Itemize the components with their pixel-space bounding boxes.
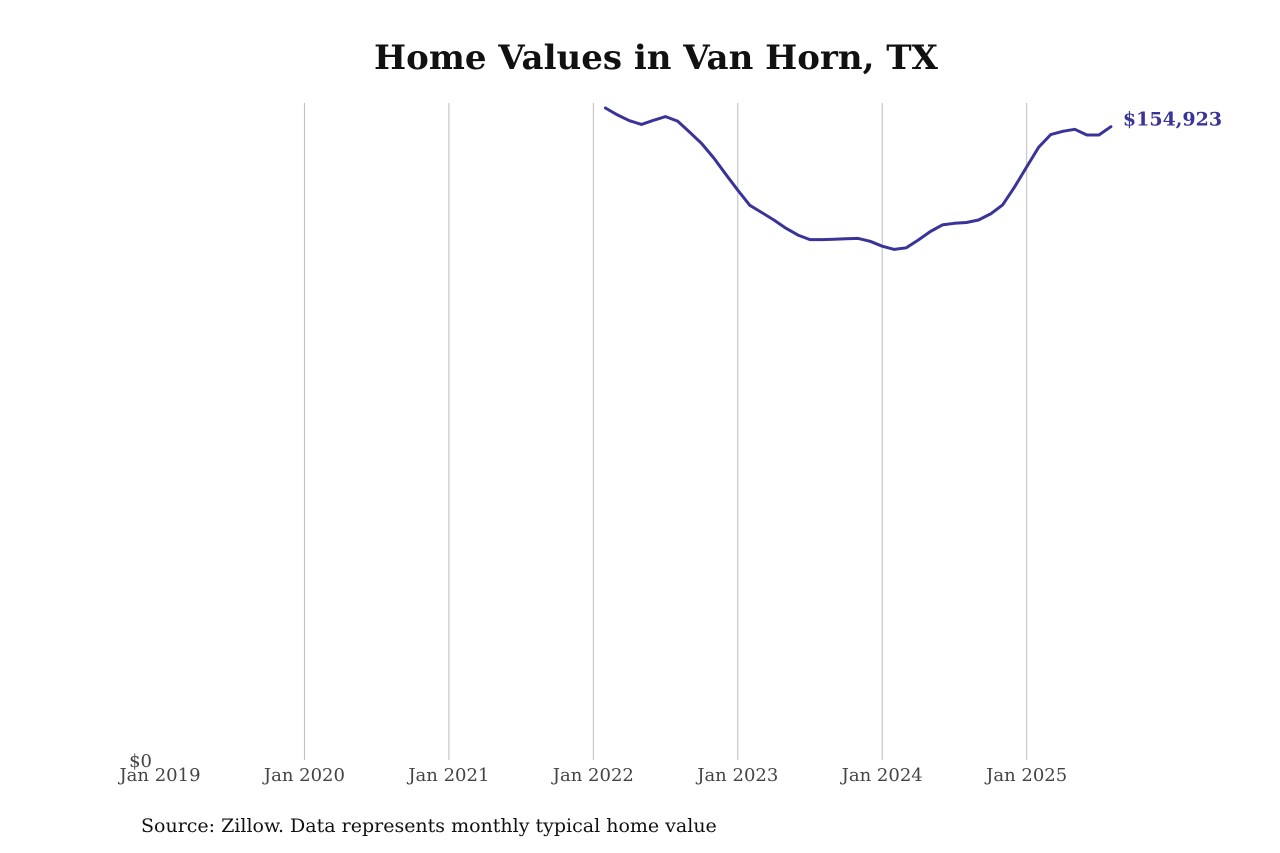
data-point <box>796 233 800 237</box>
data-point <box>1001 203 1004 207</box>
data-point <box>929 230 932 233</box>
y-axis-ticks: $0 <box>129 751 152 772</box>
data-point <box>1037 146 1040 149</box>
data-point <box>652 119 655 122</box>
data-point <box>1109 125 1113 128</box>
data-point <box>820 238 824 241</box>
data-point <box>1073 128 1077 131</box>
data-point <box>748 204 751 207</box>
data-point <box>700 142 703 145</box>
data-point <box>905 246 908 249</box>
data-point <box>784 227 788 230</box>
x-tick-label: Jan 2025 <box>984 765 1067 786</box>
data-point <box>893 248 896 251</box>
data-point <box>941 223 944 227</box>
y-tick-label: $0 <box>129 751 152 772</box>
data-point <box>1085 133 1089 137</box>
data-point <box>917 238 920 242</box>
end-value-label: $154,923 <box>1123 109 1222 131</box>
data-point <box>881 245 884 248</box>
data-point <box>760 211 764 214</box>
end-label-layer: $154,923 <box>1123 109 1222 131</box>
data-point <box>1061 130 1065 133</box>
x-tick-label: Jan 2020 <box>262 765 345 786</box>
data-point <box>856 237 860 240</box>
data-point <box>832 238 836 241</box>
data-point <box>688 130 691 134</box>
data-point <box>628 119 631 122</box>
x-tick-label: Jan 2023 <box>695 765 778 786</box>
x-axis-ticks: Jan 2019 Jan 2020 Jan 2021 Jan 2022 Jan 2023… <box>117 765 1067 786</box>
chart-title: Home Values in Van Horn, TX <box>374 38 938 78</box>
source-note: Source: Zillow. Data represents monthly … <box>141 815 717 837</box>
data-point <box>965 221 968 224</box>
data-point <box>1049 133 1052 136</box>
data-point <box>953 222 956 225</box>
data-point <box>640 123 643 126</box>
data-point <box>808 238 812 241</box>
data-point <box>1025 165 1028 169</box>
data-point <box>1013 185 1016 189</box>
data-point <box>664 115 667 118</box>
data-point <box>736 189 739 192</box>
data-point <box>616 113 619 117</box>
data-point <box>604 106 607 110</box>
data-point <box>989 212 992 216</box>
x-tick-label: Jan 2022 <box>551 765 634 786</box>
data-point <box>1097 133 1101 137</box>
data-point <box>676 119 679 123</box>
series-line <box>603 106 1113 251</box>
data-point <box>724 173 727 176</box>
data-point <box>844 237 848 240</box>
x-tick-label: Jan 2024 <box>840 765 923 786</box>
x-tick-label: Jan 2021 <box>406 765 489 786</box>
gridlines <box>303 103 1028 760</box>
x-tick-label: Jan 2019 <box>117 765 200 786</box>
series-layer <box>603 106 1113 251</box>
data-point <box>869 240 872 243</box>
data-point <box>977 218 980 222</box>
data-point <box>772 218 776 222</box>
data-point <box>712 156 715 160</box>
